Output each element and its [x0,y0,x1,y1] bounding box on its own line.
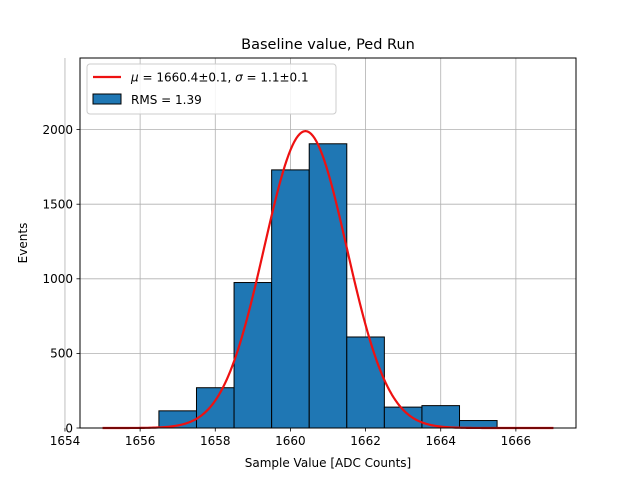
legend-hist-swatch [92,93,122,105]
y-tick-label: 1000 [42,272,73,286]
legend-box [86,63,337,115]
histogram-bar [233,282,273,429]
x-tick-label: 1660 [275,434,306,448]
chart-title: Baseline value, Ped Run [241,37,415,53]
x-tick-label: 1666 [501,434,532,448]
y-tick-label: 1500 [42,198,73,212]
histogram-bar [195,387,235,429]
x-tick-label: 1664 [425,434,456,448]
x-tick-label: 1658 [200,434,231,448]
axis-ticks: 1654 1656 1658 1660 1662 1664 1666 0 500 1000 1500… [42,123,531,448]
y-tick-label: 0 [65,421,73,435]
legend-fit-label: μ = 1660.4±0.1, σ = 1.1±0.1 [130,71,309,85]
legend-mu-text: = 1660.4±0.1, [139,71,235,85]
plot-frame [79,57,577,429]
x-tick-label: 1656 [125,434,156,448]
histogram-bar [271,169,310,429]
legend-hist-label: RMS = 1.39 [131,93,202,107]
y-tick-label: 500 [50,347,73,361]
legend-sigma-symbol: σ [235,71,243,85]
legend-mu-symbol: μ [130,71,139,85]
x-tick-label: 1662 [350,434,381,448]
legend-sigma-text: = 1.1±0.1 [243,71,309,85]
y-axis-label: Events [16,223,30,264]
x-axis-label: Sample Value [ADC Counts] [245,456,411,470]
x-tick-label: 1654 [50,434,81,448]
histogram-bars [158,143,498,429]
histogram-bar [308,143,348,429]
legend: μ = 1660.4±0.1, σ = 1.1±0.1 RMS = 1.39 [86,63,337,115]
y-tick-label: 2000 [42,123,73,137]
histogram-bar [346,336,385,429]
